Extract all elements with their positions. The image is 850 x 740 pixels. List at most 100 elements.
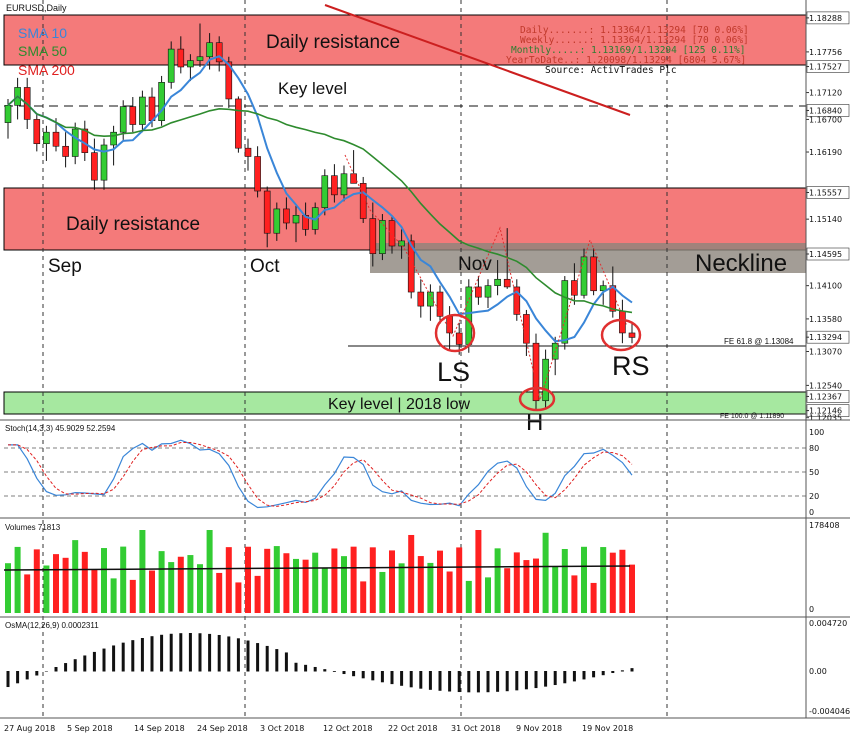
- candle-body: [71, 128, 79, 157]
- date-tick-label: 22 Oct 2018: [388, 724, 437, 733]
- volume-bar: [168, 562, 175, 613]
- date-axis: 27 Aug 2018 5 Sep 2018 14 Sep 2018 24 Sep 2…: [4, 724, 633, 733]
- price-axis: 1.18288 1.17756 1.17527 1.17120 1.168401.167…: [806, 11, 850, 423]
- price-tick-label: 1.16190: [809, 148, 842, 157]
- daily-resistance-mid-label: Daily resistance: [66, 214, 200, 235]
- candle-body: [369, 218, 377, 254]
- candle-body: [484, 285, 492, 298]
- volume-bar: [542, 532, 549, 613]
- volume-bar: [206, 530, 213, 613]
- candle-body: [33, 119, 41, 145]
- h-label: H: [526, 409, 543, 436]
- candle-body: [177, 48, 185, 68]
- ls-label: LS: [437, 357, 470, 387]
- candle-body: [196, 56, 204, 61]
- price-tick-label: 1.17527: [809, 63, 842, 72]
- candle-body: [254, 156, 261, 192]
- ls-circle: [434, 313, 476, 353]
- candle-body: [503, 278, 511, 288]
- volume-bar: [609, 552, 616, 613]
- date-tick-label: 24 Sep 2018: [197, 724, 248, 733]
- candle-body: [436, 291, 444, 317]
- volume-panel: 178408 0: [3, 521, 840, 614]
- volume-tick-label: 178408: [809, 521, 840, 530]
- volume-bar: [600, 547, 607, 613]
- volume-bar: [110, 578, 117, 613]
- candle-body: [388, 220, 396, 247]
- volume-bar: [197, 564, 203, 613]
- window-title: EURUSD,Daily: [6, 3, 67, 13]
- price-tick-label: 1.12146: [809, 407, 842, 416]
- candle-body: [628, 332, 636, 338]
- candle-body: [215, 42, 223, 63]
- volume-bar: [62, 557, 69, 613]
- candle-body: [561, 280, 569, 344]
- volume-bar: [437, 550, 443, 613]
- candle-body: [158, 82, 165, 121]
- stats-source: Source: ActivTrades Plc: [545, 65, 677, 76]
- volume-bar: [369, 547, 376, 613]
- month-nov-label: Nov: [458, 254, 492, 275]
- date-tick-label: 5 Sep 2018: [67, 724, 113, 733]
- volume-bar: [120, 546, 127, 613]
- volume-bar: [187, 555, 194, 613]
- candle-body: [283, 208, 290, 224]
- volume-bar: [149, 570, 155, 613]
- daily-resistance-top-label: Daily resistance: [266, 32, 400, 53]
- volume-average-line: [3, 565, 631, 571]
- candle-body: [206, 42, 213, 58]
- volume-bar: [273, 546, 280, 613]
- stats-row-daily: Daily.......: 1.13364/1.13294 [70 0.06%]: [520, 25, 749, 36]
- price-tick-label: 1.12367: [809, 392, 842, 401]
- candle-body: [475, 286, 482, 298]
- rs-circle: [600, 318, 642, 352]
- candle-body: [417, 291, 425, 307]
- volume-bar: [494, 548, 501, 613]
- volume-bar: [465, 580, 472, 613]
- volume-bar: [427, 562, 434, 613]
- stats-row-ytd: YearToDate..: 1.20098/1.13294 [6804 5.67…: [506, 55, 746, 66]
- candle-body: [321, 175, 329, 208]
- price-tick-label: 1.17120: [809, 89, 842, 98]
- price-tick-label: 1.16700: [809, 115, 842, 124]
- volume-bar: [129, 579, 136, 613]
- legend-sma10: SMA 10: [18, 25, 67, 41]
- osma-panel: 0.004720 0.00 -0.004046: [6, 619, 850, 716]
- candle-body: [148, 96, 156, 121]
- date-tick-label: 9 Nov 2018: [516, 724, 562, 733]
- candle-body: [263, 190, 271, 234]
- legend-sma200: SMA 200: [18, 62, 75, 78]
- candle-body: [619, 310, 626, 334]
- price-tick-label: 1.15557: [809, 188, 842, 197]
- stoch-label: Stoch(14,3,3) 45.9029 52.2594: [5, 424, 116, 433]
- candle-body: [110, 131, 117, 146]
- osma-tick-label: 0.00: [809, 667, 827, 676]
- h-circle: [518, 386, 556, 412]
- candle-body: [129, 106, 137, 125]
- volume-bar: [101, 548, 107, 613]
- candle-body: [523, 314, 530, 344]
- stats-box: Daily.......: 1.13364/1.13294 [70 0.06%]…: [506, 25, 749, 76]
- candle-body: [542, 358, 549, 402]
- volume-bar: [417, 556, 424, 613]
- volume-bar: [331, 548, 338, 613]
- candle-body: [359, 183, 367, 219]
- key-level-label: Key level: [278, 79, 347, 98]
- price-tick-label: 1.14595: [809, 250, 842, 259]
- volume-bar: [456, 547, 463, 613]
- volume-bar: [581, 546, 587, 613]
- price-tick-label: 1.12035: [809, 414, 842, 423]
- candle-body: [225, 61, 233, 100]
- volume-bar: [24, 574, 31, 613]
- volume-bar: [302, 559, 309, 613]
- stoch-tick-label: 0: [809, 508, 814, 517]
- date-tick-label: 3 Oct 2018: [260, 724, 304, 733]
- stochastic-panel: 100 80 50 20 0: [4, 428, 824, 517]
- daily-resistance-zone-mid: [3, 187, 807, 251]
- candle-body: [455, 332, 463, 345]
- price-tick-label: 1.18288: [809, 14, 842, 23]
- rs-label: RS: [612, 351, 650, 381]
- volume-bar: [590, 582, 597, 613]
- volume-bar: [321, 567, 328, 613]
